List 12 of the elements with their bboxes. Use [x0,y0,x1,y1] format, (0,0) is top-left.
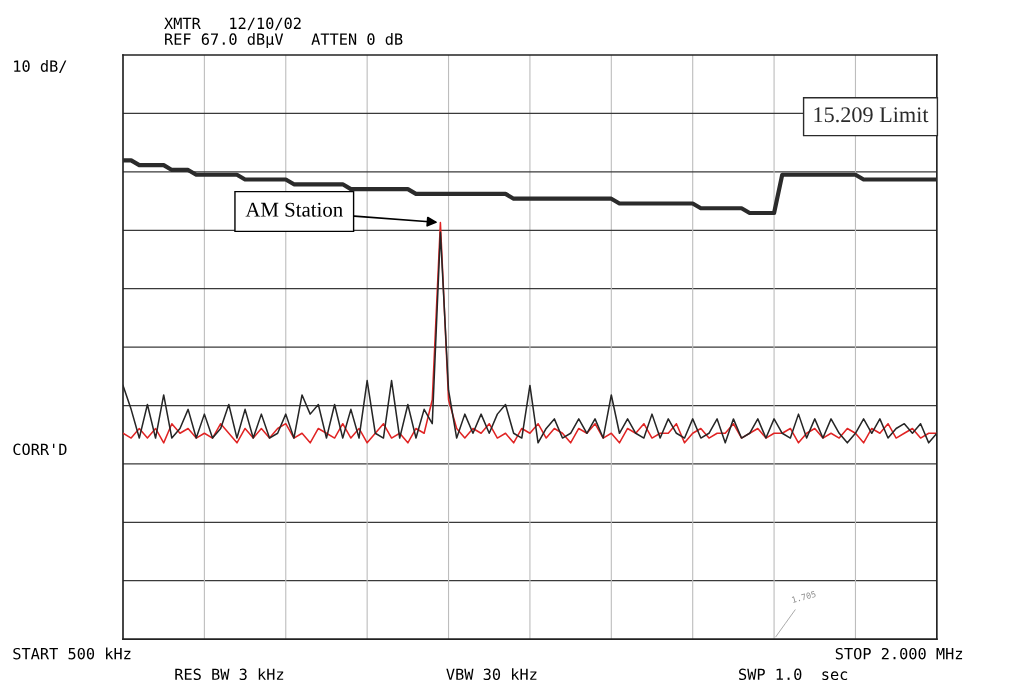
text: CORR'D [13,443,67,456]
chart-subtitle: REF 67.0 dBµV ATTEN 0 dB [165,33,403,48]
text: RES BW 3 kHz [175,668,284,681]
annotation: AM Station [245,202,343,217]
text: VBW 30 kHz [446,668,537,681]
text: SWP 1.0 sec [739,668,848,681]
text: 10 dB/ [14,60,67,74]
annotation: 1.705 [791,590,817,603]
text: 15.209 Limit [814,107,929,123]
chart-title: XMTR 12/10/02 [164,17,301,31]
text: START 500 kHz [13,647,131,660]
text: STOP 2.000 MHz [835,647,963,660]
